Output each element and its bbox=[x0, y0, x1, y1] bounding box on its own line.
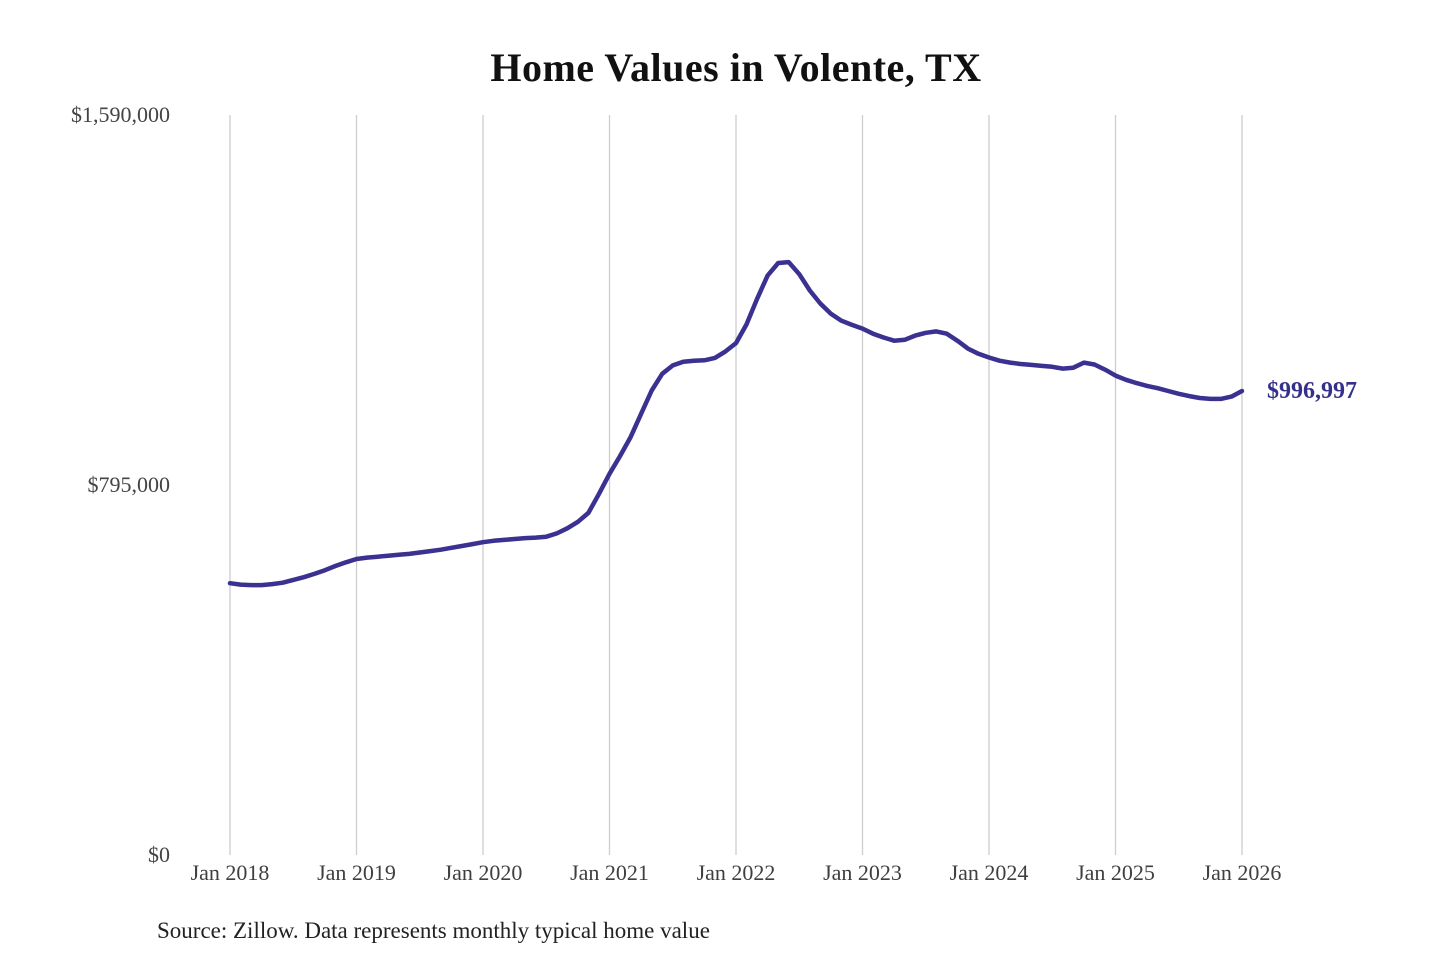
x-tick-label: Jan 2021 bbox=[570, 860, 649, 885]
x-tick-label: Jan 2022 bbox=[696, 860, 776, 885]
x-tick-label: Jan 2024 bbox=[949, 860, 1029, 885]
x-tick-label: Jan 2025 bbox=[1076, 860, 1155, 885]
gridlines bbox=[229, 115, 1243, 855]
y-tick-label: $1,590,000 bbox=[71, 102, 170, 127]
value-line bbox=[227, 259, 1245, 588]
current-value-label: $996,997 bbox=[1267, 377, 1357, 404]
y-tick-label: $795,000 bbox=[87, 472, 171, 497]
x-tick-label: Jan 2020 bbox=[443, 860, 523, 885]
y-tick-label: $0 bbox=[148, 842, 170, 867]
x-tick-label: Jan 2019 bbox=[317, 860, 396, 885]
chart-title: Home Values in Volente, TX bbox=[490, 45, 982, 90]
x-tick-label: Jan 2023 bbox=[823, 860, 902, 885]
home-value-line bbox=[227, 259, 1245, 588]
x-tick-label: Jan 2026 bbox=[1202, 860, 1282, 885]
x-tick-label: Jan 2018 bbox=[190, 860, 270, 885]
source-note: Source: Zillow. Data represents monthly … bbox=[157, 918, 710, 943]
